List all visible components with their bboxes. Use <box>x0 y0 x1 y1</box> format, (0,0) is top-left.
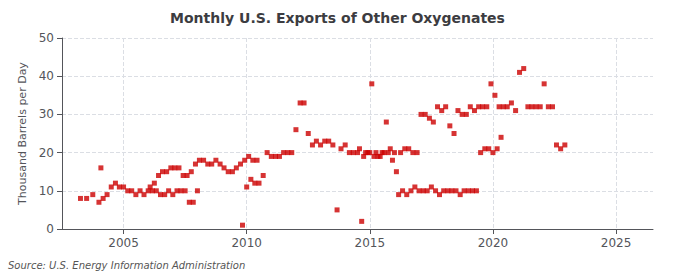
svg-text:40: 40 <box>39 69 54 83</box>
svg-text:Thousand Barrels per Day: Thousand Barrels per Day <box>16 62 29 206</box>
svg-text:50: 50 <box>39 31 54 45</box>
svg-text:2005: 2005 <box>108 236 139 250</box>
svg-text:10: 10 <box>39 184 54 198</box>
svg-text:2010: 2010 <box>231 236 262 250</box>
svg-text:Source: U.S. Energy Informatio: Source: U.S. Energy Information Administ… <box>8 260 245 271</box>
svg-text:2025: 2025 <box>601 236 632 250</box>
svg-text:0: 0 <box>46 222 54 236</box>
svg-text:2020: 2020 <box>478 236 509 250</box>
svg-text:2015: 2015 <box>355 236 386 250</box>
svg-text:30: 30 <box>39 107 54 121</box>
svg-text:Monthly U.S. Exports of Other: Monthly U.S. Exports of Other Oxygenates <box>170 10 505 26</box>
svg-text:20: 20 <box>39 146 54 160</box>
